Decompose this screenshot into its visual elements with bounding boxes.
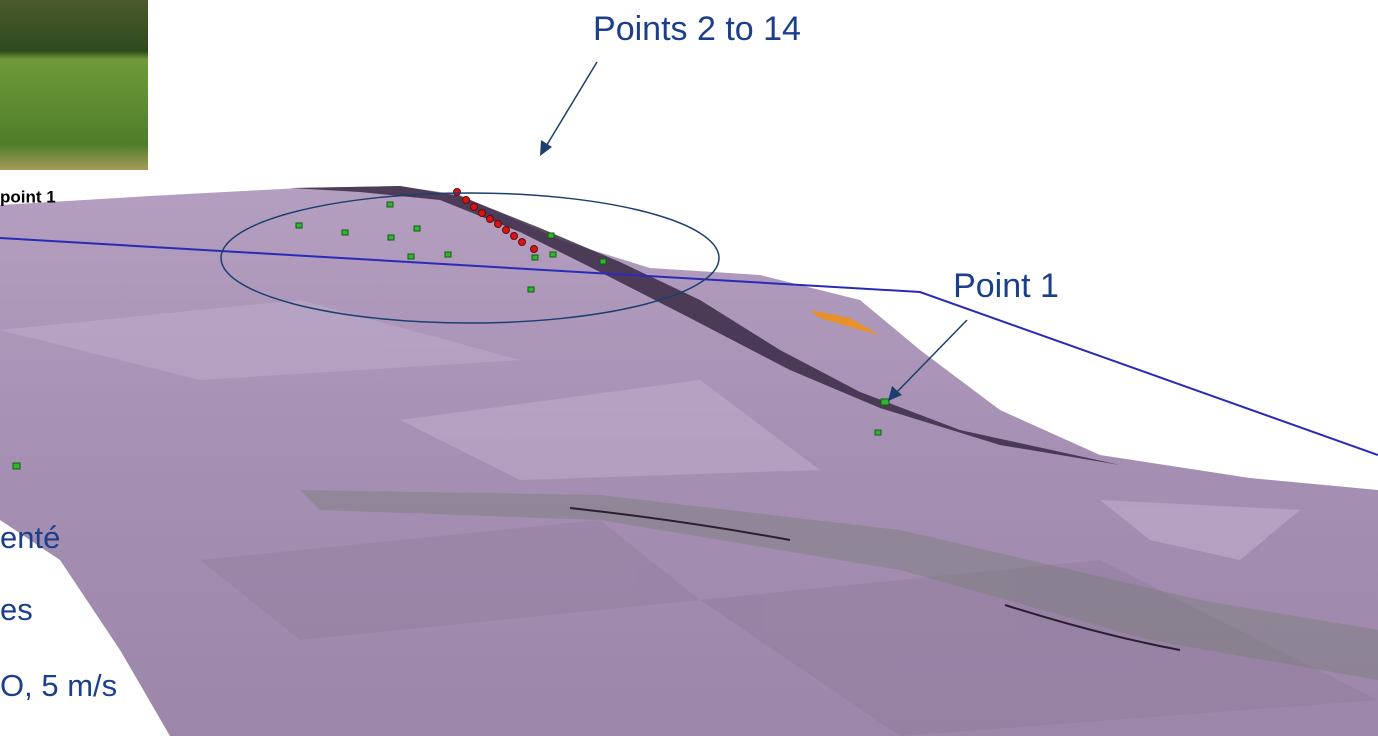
terrain [0, 186, 1378, 736]
side-text: O, 5 m/s [0, 668, 117, 703]
arrow-head [888, 386, 902, 401]
selection-ellipse [220, 192, 720, 324]
shadow-band [300, 490, 1378, 680]
profile-line [0, 237, 1378, 456]
terrain-facets [0, 300, 1378, 736]
arrow-head [540, 140, 552, 156]
shadow-line [569, 507, 791, 541]
ridge [290, 186, 1120, 465]
arrow-line [544, 61, 598, 149]
photo [0, 0, 148, 170]
annotation: Points 2 to 14 [593, 10, 801, 48]
shadow-line [1004, 604, 1181, 651]
side-text: es [0, 592, 33, 627]
orange-patch [810, 310, 880, 335]
annotation: Point 1 [953, 267, 1059, 305]
red-markers [453, 188, 538, 253]
green-markers [12, 201, 890, 470]
photo-caption: point 1 [0, 187, 56, 206]
side-text: enté [0, 520, 60, 555]
arrow-line [894, 319, 968, 395]
